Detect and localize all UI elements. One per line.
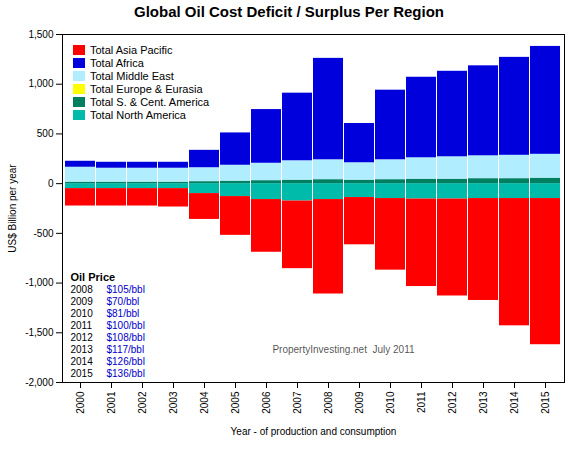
svg-text:$126/bbl: $126/bbl [107, 356, 145, 367]
svg-text:2004: 2004 [199, 391, 210, 414]
svg-text:$136/bbl: $136/bbl [107, 368, 145, 379]
html-text:Global Oil Cost Deficit / Surp: Global Oil Cost Deficit / Surplus Per Re… [134, 3, 444, 20]
svg-text:2010: 2010 [71, 308, 94, 319]
svg-text:$105/bbl: $105/bbl [107, 284, 145, 295]
svg-text:2014: 2014 [71, 356, 94, 367]
html-text:Total North America: Total North America [90, 108, 186, 121]
svg-text:$108/bbl: $108/bbl [107, 332, 145, 343]
svg-text:2000: 2000 [75, 391, 86, 414]
svg-text:2008: 2008 [71, 284, 94, 295]
svg-text:2009: 2009 [71, 296, 94, 307]
svg-text:$70/bbl: $70/bbl [107, 296, 140, 307]
svg-text:2008: 2008 [323, 391, 334, 414]
svg-text:1,000: 1,000 [28, 78, 53, 89]
svg-text:-1,000: -1,000 [25, 277, 54, 288]
svg-text:Year - of production and consu: Year - of production and consumption [231, 426, 397, 437]
svg-text:US$ Billion per year: US$ Billion per year [7, 164, 18, 253]
svg-text:2011: 2011 [416, 391, 427, 413]
svg-text:2003: 2003 [168, 391, 179, 414]
svg-text:0: 0 [48, 178, 54, 189]
svg-text:$117/bbl: $117/bbl [107, 344, 145, 355]
svg-text:PropertyInvesting.net July 20: PropertyInvesting.net July 2011 [272, 344, 415, 355]
svg-text:2011: 2011 [71, 320, 93, 331]
svg-text:2015: 2015 [540, 391, 551, 414]
svg-text:Oil Price: Oil Price [71, 271, 116, 283]
svg-text:-2,000: -2,000 [25, 377, 54, 388]
html-text:Total Africa: Total Africa [90, 56, 144, 69]
html-text:Total Middle East: Total Middle East [90, 69, 174, 82]
svg-text:2013: 2013 [478, 391, 489, 414]
svg-text:2005: 2005 [230, 391, 241, 414]
svg-text:-1,500: -1,500 [25, 327, 54, 338]
svg-text:2007: 2007 [292, 391, 303, 414]
html-text:Total Asia Pacific: Total Asia Pacific [90, 43, 173, 56]
svg-text:$100/bbl: $100/bbl [107, 320, 145, 331]
svg-text:2012: 2012 [447, 391, 458, 414]
svg-text:$81/bbl: $81/bbl [107, 308, 140, 319]
svg-text:2014: 2014 [509, 391, 520, 414]
svg-text:2009: 2009 [354, 391, 365, 414]
svg-text:2012: 2012 [71, 332, 94, 343]
svg-text:2002: 2002 [137, 391, 148, 414]
svg-text:-500: -500 [33, 228, 53, 239]
svg-text:2001: 2001 [106, 391, 117, 414]
html-text:Total Europe & Eurasia: Total Europe & Eurasia [90, 82, 203, 95]
svg-text:500: 500 [37, 128, 54, 139]
svg-text:2006: 2006 [261, 391, 272, 414]
svg-text:2015: 2015 [71, 368, 94, 379]
svg-text:2013: 2013 [71, 344, 94, 355]
svg-text:1,500: 1,500 [28, 29, 53, 40]
svg-text:2010: 2010 [385, 391, 396, 414]
html-text:Total S. & Cent. America: Total S. & Cent. America [90, 95, 210, 108]
